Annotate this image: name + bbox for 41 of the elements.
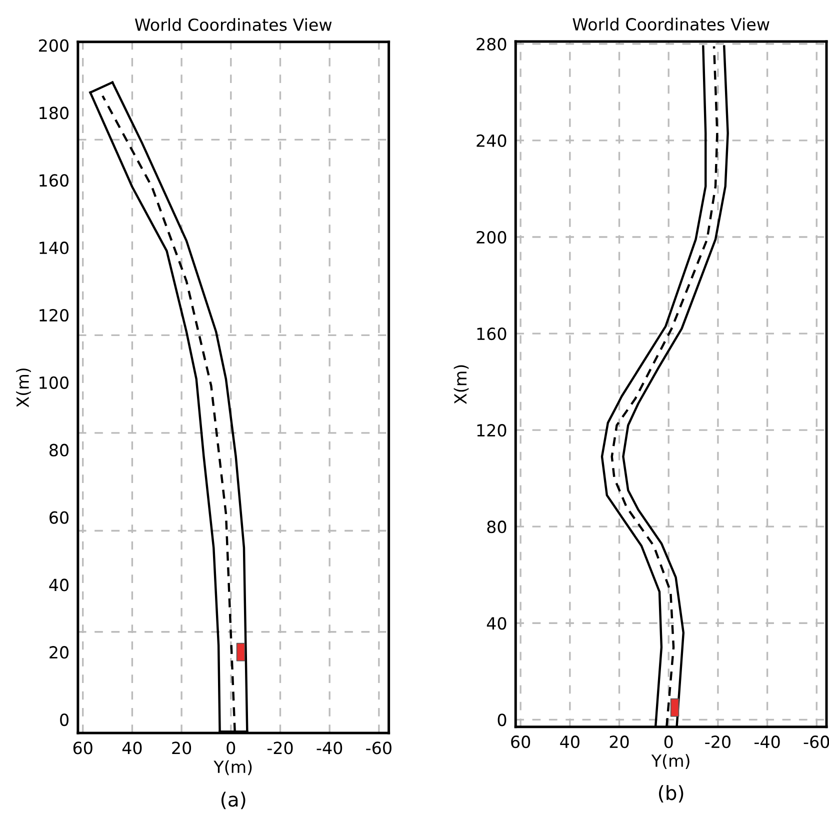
x-tick-label: 40 [560, 736, 580, 748]
y-tick-label: 0 [60, 713, 68, 726]
x-tick-label: 20 [610, 736, 629, 748]
y-tick-label: 140 [40, 242, 68, 254]
y-tick-label: 120 [40, 308, 68, 322]
y-tick-label: 200 [476, 230, 506, 244]
x-tick-label: 40 [122, 742, 142, 754]
y-tick-label: 280 [476, 38, 506, 50]
y-tick-label: 100 [40, 376, 68, 389]
x-tick-label: 20 [172, 742, 192, 754]
y-tick-label: 80 [50, 444, 68, 456]
x-tick-label: 60 [511, 736, 530, 748]
text: (b) [658, 785, 684, 802]
x-tick-label: 0 [664, 736, 673, 748]
y-tick-label: 160 [477, 327, 506, 340]
x-tick-label: -40 [754, 736, 780, 748]
y-tick-label: 80 [487, 520, 506, 534]
text: (a) [221, 792, 246, 810]
chart-title: World Coordinates View [572, 18, 770, 31]
x-tick-label: 60 [73, 742, 92, 754]
y-axis-title: X(m) [16, 368, 31, 408]
y-tick-label: 40 [486, 617, 506, 630]
y-tick-label: 120 [477, 424, 506, 437]
x-tick-label: -20 [705, 736, 730, 748]
x-axis-title: Y(m) [651, 754, 690, 770]
y-tick-label: 60 [50, 511, 68, 524]
x-tick-label: 0 [226, 742, 236, 754]
chart-title: World Coordinates View [134, 18, 332, 32]
x-tick-label: -20 [267, 742, 293, 754]
y-tick-label: 0 [498, 714, 506, 726]
y-tick-label: 180 [40, 106, 68, 120]
y-tick-label: 160 [40, 174, 68, 187]
x-axis-title: Y(m) [214, 760, 252, 776]
y-axis-title: X(m) [454, 365, 469, 404]
y-tick-label: 20 [50, 646, 68, 659]
x-tick-label: -60 [804, 736, 829, 748]
y-tick-label: 40 [49, 578, 68, 592]
x-tick-label: -40 [316, 742, 342, 754]
y-tick-label: 240 [476, 134, 506, 148]
y-tick-label: 200 [39, 39, 68, 52]
x-tick-label: -60 [366, 742, 392, 754]
